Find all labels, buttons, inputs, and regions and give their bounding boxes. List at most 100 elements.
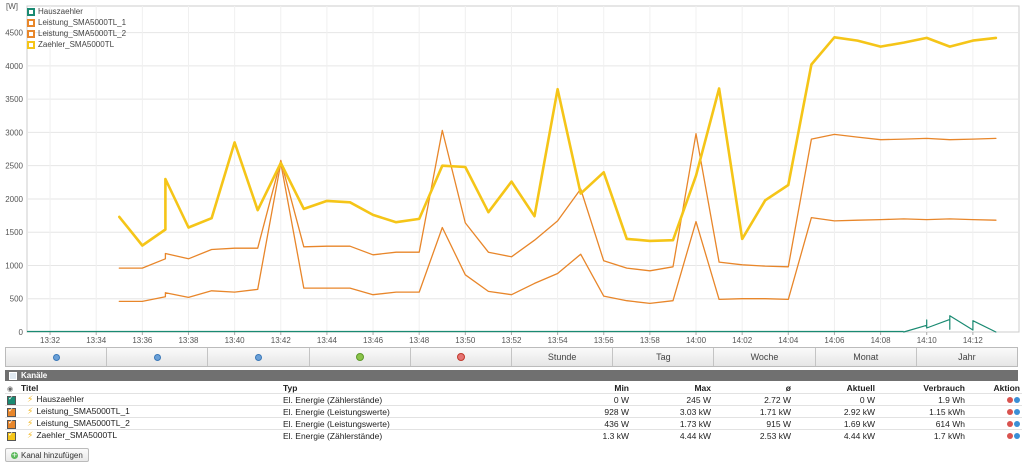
info-icon[interactable] bbox=[1014, 397, 1020, 404]
chart-area: 0 500 1000 1500 2000 2500 3000 3500 4000 4500 13:3… bbox=[5, 2, 1020, 345]
energy-bolt-icon: ⚡ bbox=[27, 395, 34, 405]
plus-icon: + bbox=[11, 450, 18, 459]
energy-bolt-icon: ⚡ bbox=[27, 431, 34, 441]
x-tick-label: 13:46 bbox=[363, 336, 384, 345]
legend-label: Hauszaehler bbox=[38, 7, 83, 16]
visibility-checkbox[interactable] bbox=[7, 430, 16, 441]
x-tick-label: 13:44 bbox=[317, 336, 338, 345]
channel-verbrauch: 1.9 Wh bbox=[877, 393, 967, 406]
col-typ[interactable]: Typ bbox=[283, 383, 298, 393]
zoom-out-button[interactable] bbox=[411, 348, 513, 366]
col-verbrauch[interactable]: Verbrauch bbox=[923, 383, 965, 393]
channel-min: 1.3 kW bbox=[511, 429, 631, 441]
delete-icon[interactable] bbox=[1007, 421, 1013, 428]
add-channel-button[interactable]: + Kanal hinzufügen bbox=[5, 448, 89, 462]
x-tick-label: 14:00 bbox=[686, 336, 707, 345]
y-tick-label: 2000 bbox=[5, 195, 23, 204]
delete-icon[interactable] bbox=[1007, 397, 1013, 404]
y-tick-label: 500 bbox=[10, 295, 24, 304]
col-aktuell[interactable]: Aktuell bbox=[846, 383, 875, 393]
x-tick-label: 13:54 bbox=[548, 336, 569, 345]
nav-forward-button[interactable] bbox=[208, 348, 310, 366]
channel-verbrauch: 1.15 kWh bbox=[877, 405, 967, 418]
channel-aktuell: 1.69 kW bbox=[793, 417, 877, 430]
y-tick-label: 0 bbox=[19, 328, 24, 337]
period-monat-button[interactable]: Monat bbox=[816, 348, 917, 366]
nav-back-button[interactable] bbox=[107, 348, 209, 366]
info-icon[interactable] bbox=[1014, 409, 1020, 416]
col-avg[interactable]: ø bbox=[785, 383, 791, 393]
period-jahr-button[interactable]: Jahr bbox=[958, 352, 976, 362]
visibility-checkbox[interactable] bbox=[7, 394, 16, 405]
channel-max: 1.73 kW bbox=[631, 417, 713, 430]
legend-swatch-icon bbox=[27, 18, 35, 27]
table-row[interactable]: ⚡Hauszaehler El. Energie (Zählerstände) … bbox=[5, 393, 1022, 406]
x-tick-label: 13:32 bbox=[40, 336, 61, 345]
energy-bolt-icon: ⚡ bbox=[27, 419, 34, 429]
series-line-zaehler_sma5000tl bbox=[118, 35, 998, 247]
channel-avg: 2.53 kW bbox=[713, 429, 793, 441]
period-woche-button[interactable]: Woche bbox=[714, 348, 816, 366]
x-tick-label: 13:52 bbox=[501, 336, 522, 345]
legend-swatch-icon bbox=[27, 7, 35, 16]
info-icon[interactable] bbox=[1014, 433, 1020, 440]
channels-title: Kanäle bbox=[21, 371, 48, 380]
channel-type: El. Energie (Zählerstände) bbox=[281, 429, 511, 441]
line-chart: 0 500 1000 1500 2000 2500 3000 3500 4000 4500 13:3… bbox=[5, 5, 1020, 345]
col-titel[interactable]: Titel bbox=[21, 383, 39, 393]
energy-bolt-icon: ⚡ bbox=[27, 407, 34, 417]
zoom-in-icon bbox=[355, 353, 364, 361]
period-tag-button[interactable]: Tag bbox=[613, 348, 715, 366]
series-line-leistung_sma5000tl_1 bbox=[118, 129, 997, 272]
col-max[interactable]: Max bbox=[694, 383, 711, 393]
channel-min: 928 W bbox=[511, 405, 631, 418]
channel-avg: 1.71 kW bbox=[713, 405, 793, 418]
info-icon[interactable] bbox=[1014, 421, 1020, 428]
legend-swatch-icon bbox=[27, 40, 35, 49]
nav-back-far-button[interactable] bbox=[6, 348, 108, 366]
visibility-checkbox[interactable] bbox=[7, 406, 16, 417]
time-navigation-toolbar: Stunde Tag Woche Monat Jahr bbox=[5, 347, 1018, 367]
x-tick-label: 14:06 bbox=[824, 336, 845, 345]
legend-item-zaehler[interactable]: Zaehler_SMA5000TL bbox=[27, 39, 126, 50]
channels-panel-header: Kanäle bbox=[5, 370, 1018, 381]
channel-max: 245 W bbox=[631, 393, 713, 406]
x-tick-label: 13:58 bbox=[640, 336, 661, 345]
x-tick-label: 14:02 bbox=[732, 336, 753, 345]
legend-item-hauszaehler[interactable]: Hauszaehler bbox=[27, 6, 126, 17]
legend-item-leistung-2[interactable]: Leistung_SMA5000TL_2 bbox=[27, 28, 126, 39]
delete-icon[interactable] bbox=[1007, 409, 1013, 416]
x-tick-label: 14:08 bbox=[871, 336, 892, 345]
x-tick-label: 13:50 bbox=[455, 336, 476, 345]
period-stunde-button[interactable]: Stunde bbox=[512, 348, 614, 366]
channel-aktuell: 2.92 kW bbox=[793, 405, 877, 418]
channel-title: Zaehler_SMA5000TL bbox=[36, 430, 118, 440]
channel-title: Leistung_SMA5000TL_2 bbox=[36, 418, 130, 428]
visibility-checkbox[interactable] bbox=[7, 418, 16, 429]
zoom-in-button[interactable] bbox=[310, 348, 411, 366]
y-axis-unit-label: [W] bbox=[6, 2, 18, 11]
x-tick-label: 13:38 bbox=[178, 336, 199, 345]
y-tick-label: 4000 bbox=[5, 62, 23, 71]
col-aktion: Aktion bbox=[993, 383, 1020, 393]
delete-icon[interactable] bbox=[1007, 433, 1013, 440]
channel-aktuell: 0 W bbox=[793, 393, 877, 406]
y-tick-label: 3000 bbox=[5, 128, 23, 137]
nav-forward-icon bbox=[255, 353, 262, 361]
y-tick-label: 4500 bbox=[5, 29, 23, 38]
channel-title: Hauszaehler bbox=[36, 394, 85, 404]
add-channel-label: Kanal hinzufügen bbox=[21, 450, 83, 460]
x-tick-label: 14:10 bbox=[917, 336, 938, 345]
col-min[interactable]: Min bbox=[614, 383, 629, 393]
y-tick-label: 1500 bbox=[5, 228, 23, 237]
channel-avg: 2.72 W bbox=[713, 393, 793, 406]
table-row[interactable]: ⚡Zaehler_SMA5000TL El. Energie (Zählerst… bbox=[5, 429, 1022, 441]
legend-item-leistung-1[interactable]: Leistung_SMA5000TL_1 bbox=[27, 17, 126, 28]
table-row[interactable]: ⚡Leistung_SMA5000TL_1 El. Energie (Leist… bbox=[5, 405, 1022, 418]
channel-type: El. Energie (Zählerstände) bbox=[281, 393, 511, 406]
plot-area bbox=[26, 5, 1020, 333]
zoom-out-icon bbox=[456, 353, 465, 361]
x-tick-label: 14:04 bbox=[778, 336, 799, 345]
table-row[interactable]: ⚡Leistung_SMA5000TL_2 El. Energie (Leist… bbox=[5, 417, 1022, 430]
nav-back-icon bbox=[153, 353, 161, 361]
